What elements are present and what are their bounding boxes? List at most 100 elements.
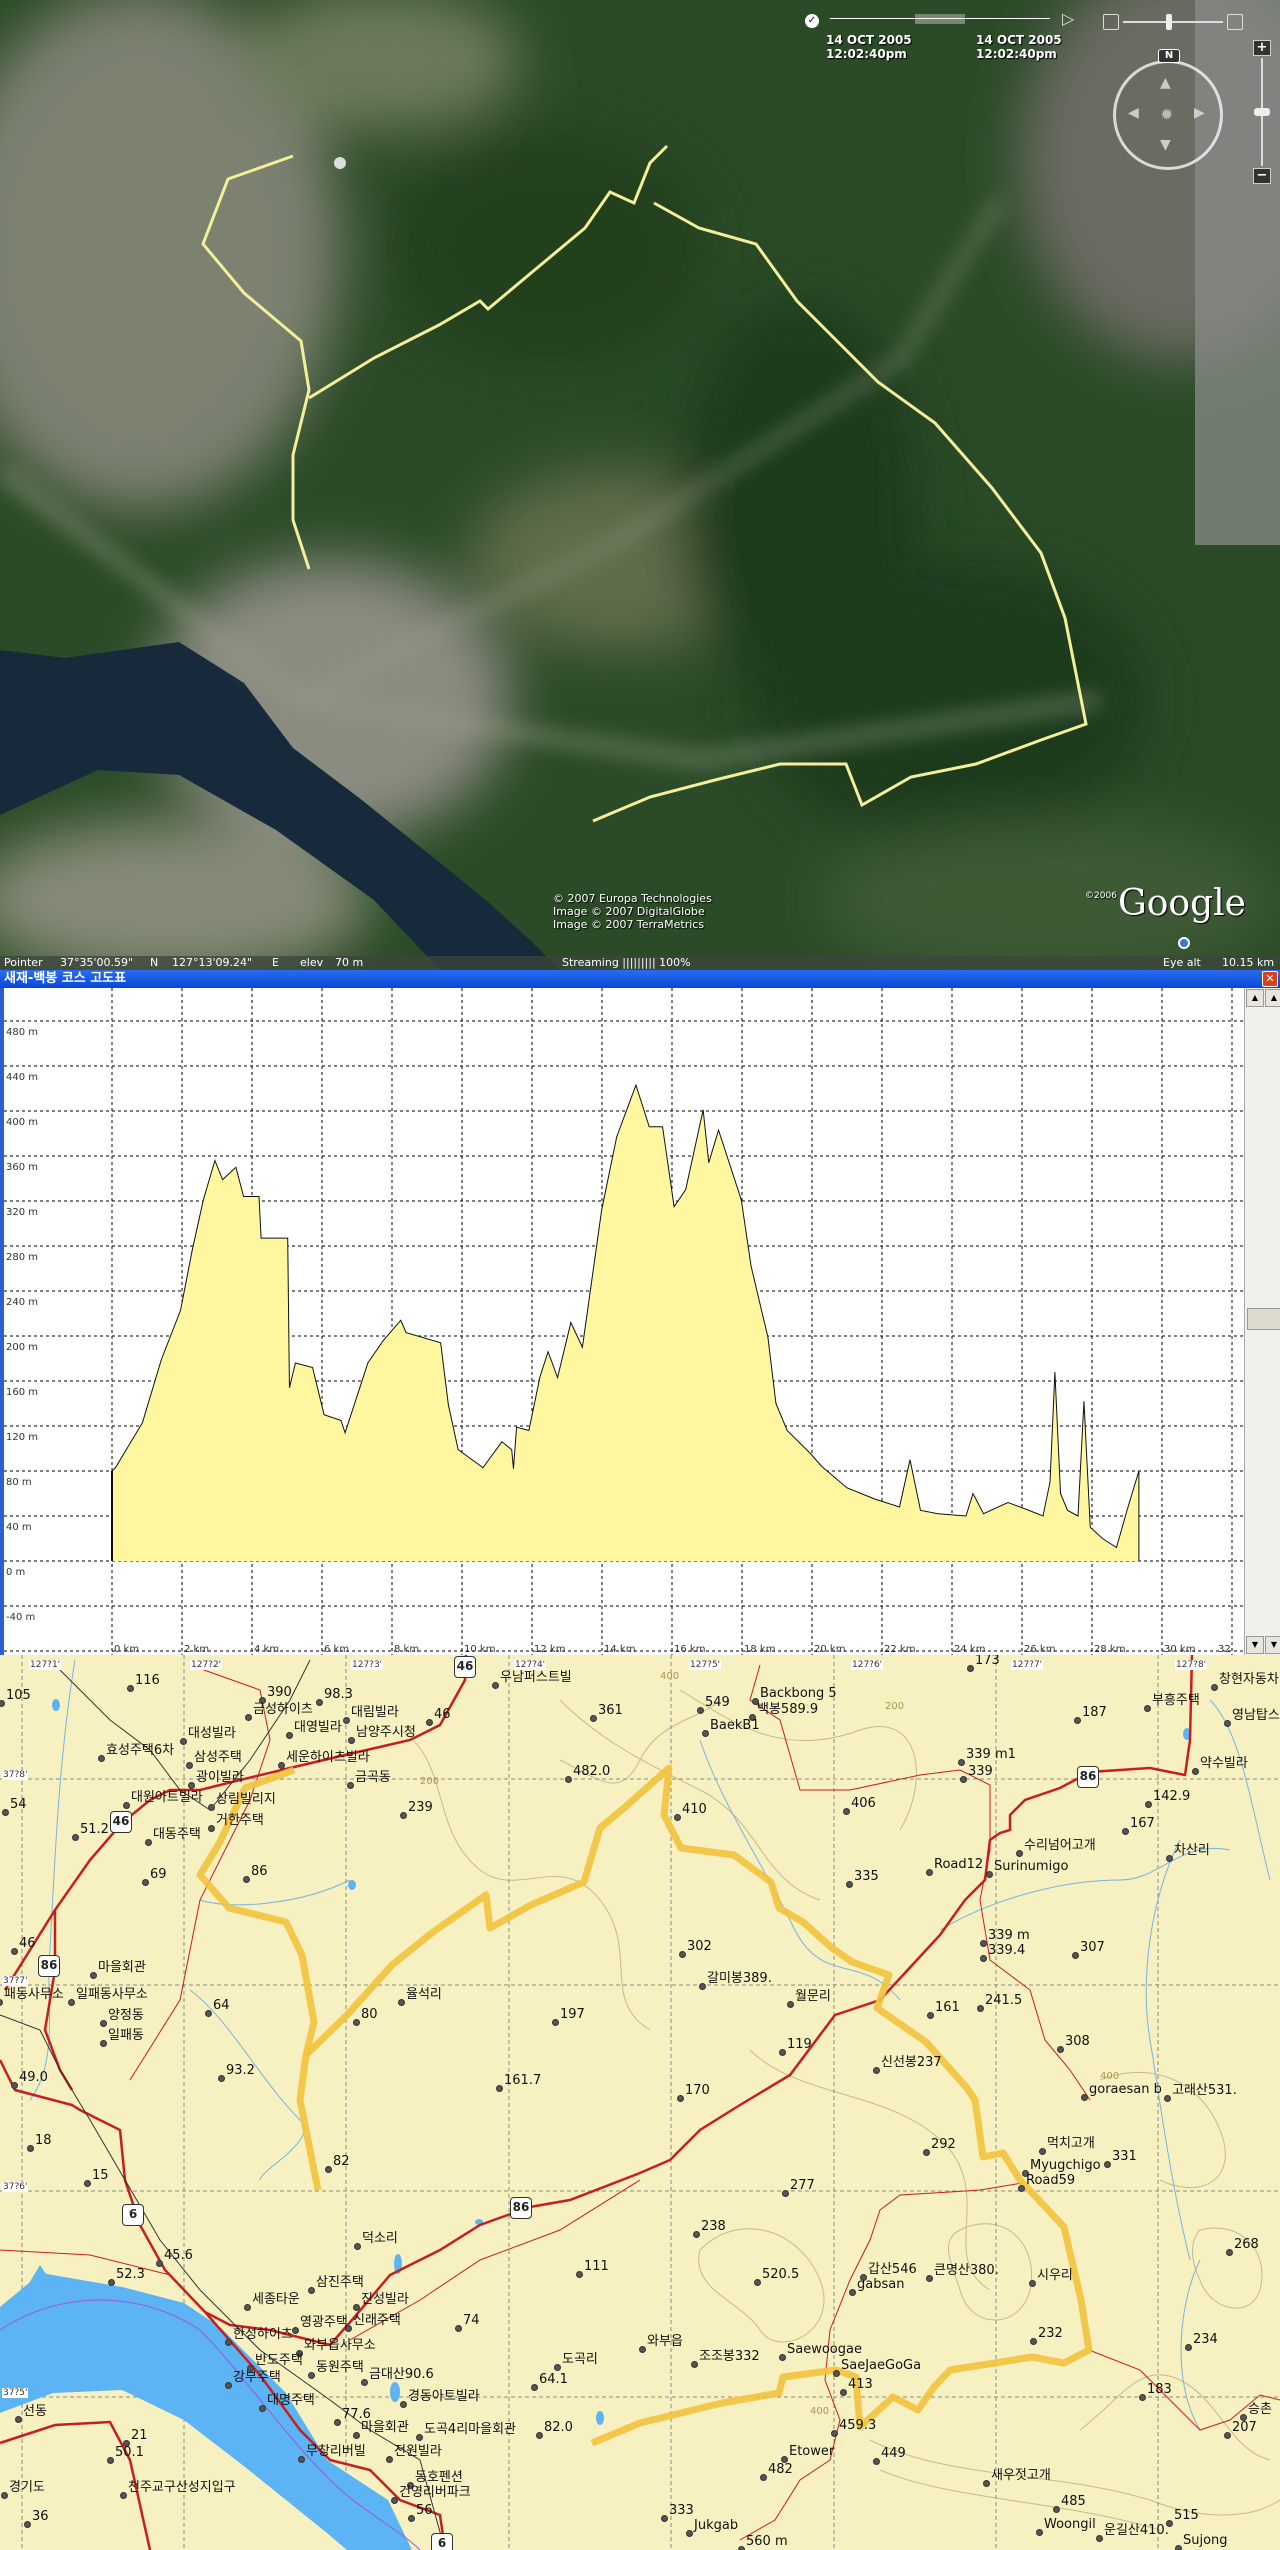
map-label: 170 <box>685 2083 710 2098</box>
scrollbar-thumb[interactable] <box>1247 1308 1280 1330</box>
map-point-marker <box>831 2430 838 2437</box>
vertical-scrollbar[interactable]: ▲ ▲ ▼ ▼ <box>1244 988 1280 1655</box>
look-around-icon[interactable]: ✹ <box>1160 105 1174 124</box>
close-icon[interactable]: ✕ <box>1262 971 1278 987</box>
time-slider[interactable]: ▷ <box>830 9 1074 28</box>
scroll-up-icon[interactable]: ▲ <box>1265 989 1280 1007</box>
zoom-out-button[interactable]: − <box>1253 168 1271 184</box>
map-point-marker <box>15 2416 22 2423</box>
map-label: 239 <box>408 1800 433 1815</box>
map-point-marker <box>225 2339 232 2346</box>
zoom-in-button[interactable]: + <box>1253 40 1271 56</box>
railway <box>0 1659 446 2550</box>
road-number-shield: 6 <box>122 2204 144 2226</box>
map-point-marker <box>1175 2545 1182 2550</box>
river <box>0 642 560 970</box>
map-label: 광이빌라 <box>196 1770 244 1785</box>
contour-elevation-label: 200 <box>420 1776 440 1787</box>
x-tick-label: 8 km <box>394 1644 419 1655</box>
pan-right-icon[interactable]: ▶ <box>1194 105 1205 121</box>
map-label: 대동주택 <box>153 1827 201 1842</box>
map-label: 금성하이츠 <box>253 1702 313 1717</box>
map-label: 52.3 <box>116 2267 145 2282</box>
map-point-marker <box>1144 1705 1151 1712</box>
grid-coordinate-label: 37?8' <box>2 1770 29 1780</box>
map-point-marker <box>100 2040 107 2047</box>
tilt-slider[interactable] <box>1103 14 1243 30</box>
google-copyright: ©2006 <box>1085 891 1117 901</box>
topographic-map[interactable]: 116 105 390 98.3 금성하이츠 대림빌라 대성빌라 대영빌라 남양주시청 46 우남퍼… <box>0 1655 1280 2550</box>
start-date: 14 OCT 2005 <box>826 33 912 47</box>
pan-down-icon[interactable]: ▼ <box>1160 137 1171 153</box>
map-label: 와부읍사무소 <box>304 2338 376 2353</box>
map-label: 161.7 <box>504 2073 542 2088</box>
elevation-line <box>111 1083 1140 1549</box>
placemark[interactable] <box>334 157 346 169</box>
map-point-marker <box>68 1999 75 2006</box>
navigation-compass[interactable]: N ▲ ◀ ▶ ▼ ✹ <box>1113 49 1223 170</box>
map-point-marker <box>343 1717 350 1724</box>
pan-up-icon[interactable]: ▲ <box>1160 75 1171 91</box>
y-tick-label: 440 m <box>6 1072 38 1083</box>
map-point-marker <box>2 1809 9 1816</box>
scroll-down-icon[interactable]: ▼ <box>1265 1636 1280 1654</box>
map-point-marker <box>100 2020 107 2027</box>
map-point-marker <box>180 1738 187 1745</box>
map-point-marker <box>120 2492 127 2499</box>
streaming-status: Streaming ||||||||| 100% <box>562 956 691 969</box>
map-label: 197 <box>560 2007 585 2022</box>
map-point-marker <box>576 2271 583 2278</box>
pointer-latitude: 37°35'00.59" <box>60 956 134 969</box>
grid-coordinate-label: 127?3' <box>351 1660 384 1670</box>
profile-window-titlebar[interactable]: 새재-백봉 코스 고도표 ✕ <box>0 970 1280 988</box>
compass-north[interactable]: N <box>1158 49 1180 63</box>
window-title: 새재-백봉 코스 고도표 <box>4 971 127 986</box>
map-label: 마을회관 <box>361 2420 409 2435</box>
map-point-marker <box>84 2180 91 2187</box>
zoom-slider[interactable]: + − <box>1253 40 1271 185</box>
map-label: 갈미봉389. <box>707 1971 772 1986</box>
time-toggle-icon[interactable]: ✓ <box>805 14 819 28</box>
scroll-up-icon[interactable]: ▲ <box>1246 989 1264 1007</box>
y-tick-label: 360 m <box>6 1162 38 1173</box>
x-tick-label: 2 km <box>184 1644 209 1655</box>
streams <box>29 1659 1271 2431</box>
time-play-icon[interactable]: ▷ <box>1062 9 1075 28</box>
x-tick-label: 24 km <box>954 1644 985 1655</box>
map-label: 331 <box>1112 2149 1137 2164</box>
map-point-marker <box>247 2365 254 2372</box>
map-point-marker <box>334 2419 341 2426</box>
map-point-marker <box>686 2530 693 2537</box>
map-point-marker <box>316 1699 323 1706</box>
satellite-view[interactable]: ▷ ✓ 14 OCT 2005 12:02:40pm 14 OCT 2005 12:… <box>0 0 1280 970</box>
map-point-marker <box>980 1940 987 1947</box>
scroll-down-icon[interactable]: ▼ <box>1246 1636 1264 1654</box>
map-point-marker <box>24 2521 31 2528</box>
map-point-marker <box>691 2361 698 2368</box>
map-label: 패동사무소 <box>4 1987 64 2002</box>
x-tick-label: 20 km <box>814 1644 845 1655</box>
map-label: 238 <box>701 2219 726 2234</box>
pan-left-icon[interactable]: ◀ <box>1128 105 1139 121</box>
map-point-marker <box>781 2456 788 2463</box>
map-point-marker <box>1072 1952 1079 1959</box>
y-tick-label: 240 m <box>6 1297 38 1308</box>
map-label: BaekB1 <box>710 1718 760 1733</box>
map-point-marker <box>977 2005 984 2012</box>
elevation-label: elev <box>300 956 324 969</box>
map-point-marker <box>699 1983 706 1990</box>
map-point-marker <box>983 2480 990 2487</box>
map-label: 상림빌리지 <box>216 1792 276 1807</box>
map-point-marker <box>218 2075 225 2082</box>
map-point-marker <box>1096 2535 1103 2542</box>
map-point-marker <box>565 1776 572 1783</box>
map-point-marker <box>674 1814 681 1821</box>
map-label: Backbong 5 <box>760 1686 837 1701</box>
contour-elevation-label: 400 <box>1100 2071 1120 2082</box>
road-number-shield: 86 <box>510 2197 532 2219</box>
map-point-marker <box>1166 2520 1173 2527</box>
grid-coordinate-label: 127?7' <box>1011 1660 1044 1670</box>
map-point-marker <box>353 2432 360 2439</box>
map-point-marker <box>1036 2529 1043 2536</box>
time-end: 14 OCT 2005 12:02:40pm <box>976 33 1062 61</box>
